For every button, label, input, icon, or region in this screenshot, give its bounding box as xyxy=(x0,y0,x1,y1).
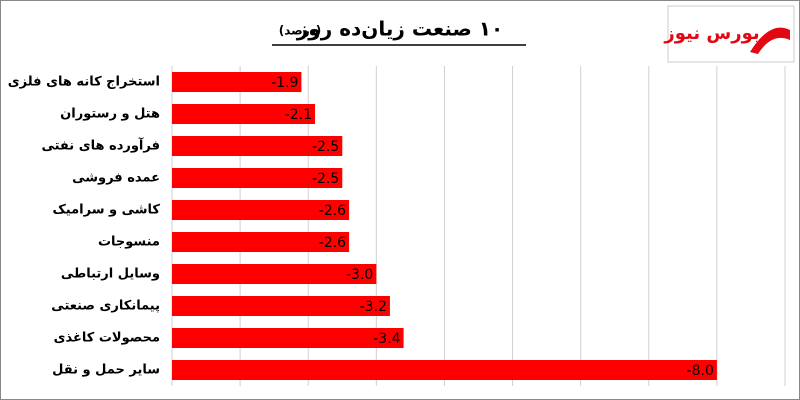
value-label: -2.5 xyxy=(312,139,339,155)
value-label: -3.2 xyxy=(360,299,387,315)
bar xyxy=(172,296,390,316)
value-label: -2.5 xyxy=(312,171,339,187)
bar xyxy=(172,136,343,156)
y-tick-label: عمده فروشی xyxy=(72,171,160,186)
y-tick-label: محصولات کاغذی xyxy=(54,331,160,346)
y-tick-label: هتل و رستوران xyxy=(60,107,160,122)
value-label: -2.1 xyxy=(285,107,312,123)
value-label: -8.0 xyxy=(687,363,714,379)
bar xyxy=(172,232,350,252)
logo-mark xyxy=(750,27,790,54)
chart-subtitle: (درصد) xyxy=(279,24,322,38)
y-tick-label: منسوجات xyxy=(98,235,160,250)
value-label: -1.9 xyxy=(271,75,298,91)
bar xyxy=(172,104,316,124)
y-tick-label: سایر حمل و نقل xyxy=(52,363,160,378)
logo-text: بورس نیوز xyxy=(663,23,759,44)
chart-title: ۱۰ صنعت زیان‌ده روز xyxy=(296,17,503,41)
bar xyxy=(172,200,350,220)
bar xyxy=(172,264,377,284)
bar xyxy=(172,360,717,380)
value-label: -2.6 xyxy=(319,203,346,219)
bar xyxy=(172,328,404,348)
y-tick-label: وسایل ارتباطی xyxy=(61,267,160,282)
y-tick-label: پیمانکاری صنعتی xyxy=(51,299,160,314)
value-label: -3.4 xyxy=(373,331,400,347)
y-tick-label: کاشی و سرامیک xyxy=(52,203,160,218)
value-label: -3.0 xyxy=(346,267,373,283)
bar xyxy=(172,168,343,188)
bar xyxy=(172,72,302,92)
y-tick-label: فرآورده های نفتی xyxy=(41,137,160,154)
y-tick-label: استخراج کانه های فلزی xyxy=(8,75,160,90)
value-label: -2.6 xyxy=(319,235,346,251)
